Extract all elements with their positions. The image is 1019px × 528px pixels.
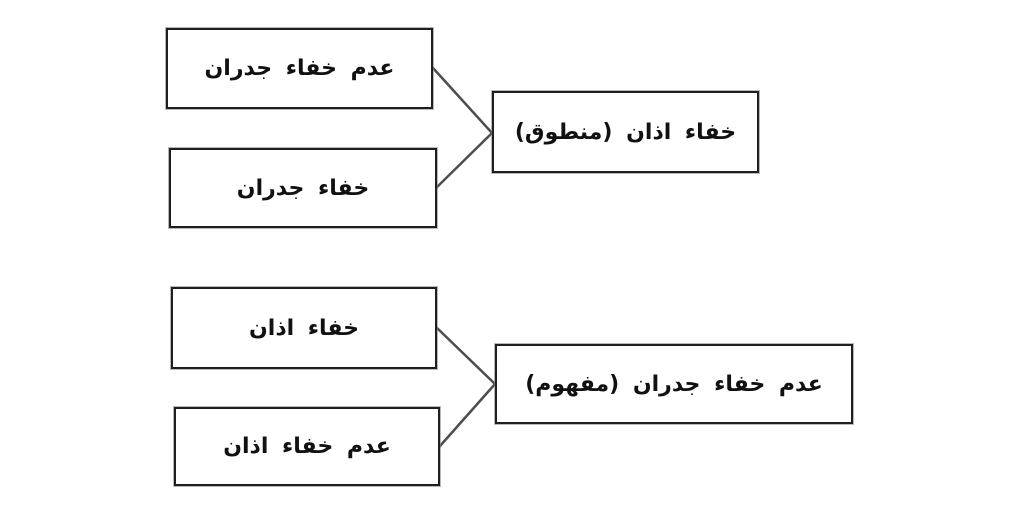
connector-bottom-source2-to-target [438, 382, 497, 448]
node-khafa-adhan: خفاء اذان [171, 287, 437, 369]
node-no-khafa-judran: عدم خفاء جدران [166, 28, 433, 109]
node-label: خفاء اذان (منطوق) [514, 119, 737, 145]
connector-top-source1-to-target [431, 66, 494, 135]
node-label: عدم خفاء اذان [223, 434, 391, 459]
connector-top-source2-to-target [434, 131, 494, 190]
connector-bottom-source1-to-target [435, 326, 497, 386]
node-no-khafa-judran-mafhum: عدم خفاء جدران (مفهوم) [495, 344, 853, 424]
node-label: خفاء جدران [236, 175, 370, 201]
node-label: عدم خفاء جدران (مفهوم) [525, 371, 823, 397]
node-label: عدم خفاء جدران [204, 56, 395, 81]
node-no-khafa-adhan: عدم خفاء اذان [174, 407, 440, 486]
node-khafa-adhan-mantuq: خفاء اذان (منطوق) [492, 91, 759, 173]
node-label: خفاء اذان [249, 315, 360, 341]
node-khafa-judran: خفاء جدران [169, 148, 437, 228]
